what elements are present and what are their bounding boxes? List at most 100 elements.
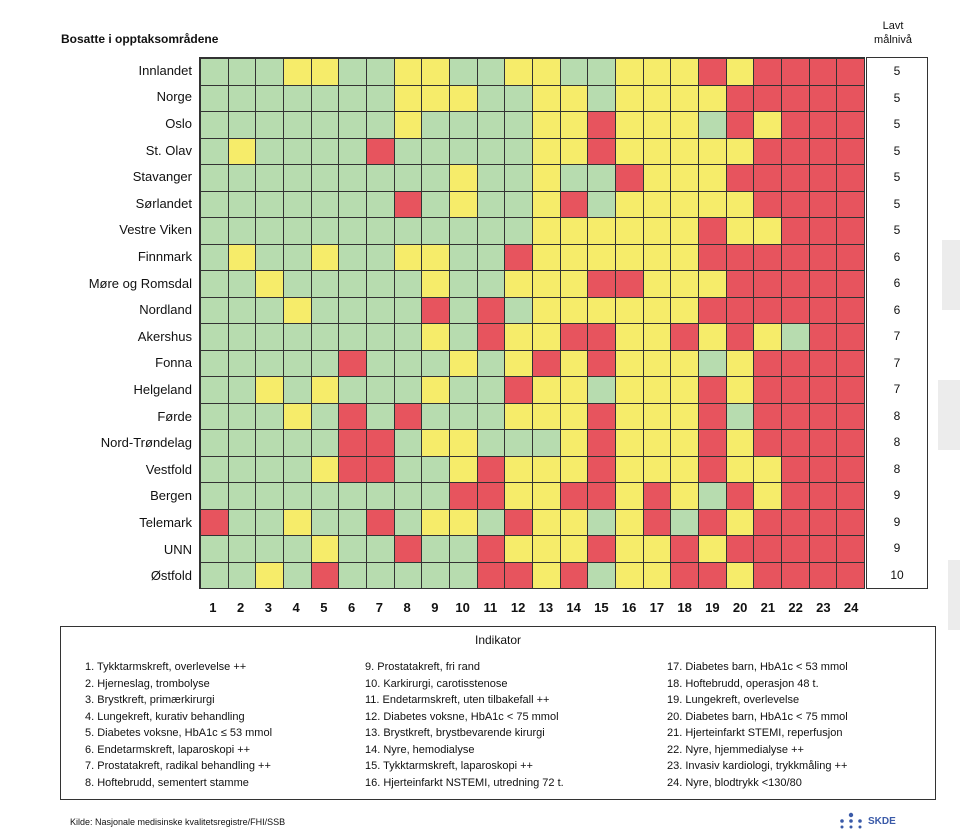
heatmap-cell [310,349,340,377]
heatmap-cell [753,84,782,112]
heatmap-cell [753,561,782,589]
heatmap-cell [200,137,229,165]
heatmap-cell [753,164,782,192]
heatmap-cell [365,58,395,86]
heatmap-cell [448,190,478,218]
heatmap-cell [476,243,506,271]
heatmap-cell [697,137,727,165]
heatmap-cell [421,58,450,86]
skde-logo: SKDE [838,812,896,830]
heatmap-cell [255,508,284,536]
heatmap-cell [504,190,533,218]
heatmap-cell [697,217,727,245]
heatmap-cell [504,376,533,404]
heatmap-cell [697,376,727,404]
heatmap-cell [531,243,561,271]
heatmap-cell [587,84,616,112]
heatmap-cell [725,164,755,192]
heatmap-cell [614,429,644,457]
heatmap-cell [531,349,561,377]
heatmap-cell [836,190,865,218]
heatmap-cell [448,376,478,404]
heatmap-cell [200,296,229,324]
heatmap-cell [200,508,229,536]
heatmap-cell [310,376,340,404]
heatmap-cell [227,164,257,192]
heatmap-cell [504,561,533,589]
heatmap-cell [200,455,229,483]
heatmap-cell [587,455,616,483]
heatmap-cell [476,296,506,324]
heatmap-cell [614,349,644,377]
heatmap-cell [587,482,616,510]
heatmap-cell [448,508,478,536]
heatmap-cell [780,217,810,245]
heatmap-cell [808,349,838,377]
heatmap-cell [836,243,865,271]
heatmap-cell [836,402,865,430]
heatmap-cell [836,111,865,139]
heatmap-cell [670,402,699,430]
heatmap-cell [642,164,672,192]
heatmap-cell [670,84,699,112]
heatmap-cell [531,111,561,139]
heatmap-cell [642,58,672,86]
heatmap-cell [559,323,589,351]
heatmap-cell [476,164,506,192]
heatmap-cell [255,190,284,218]
heatmap-cell [531,455,561,483]
heatmap-cell [310,111,340,139]
heatmap-cell [697,349,727,377]
heatmap-cell [365,190,395,218]
heatmap-cell [697,402,727,430]
heatmap-cell [670,376,699,404]
heatmap-cell [642,270,672,298]
heatmap-cell [808,190,838,218]
heatmap-cell [559,455,589,483]
heatmap-cell [448,482,478,510]
heatmap-cell [587,349,616,377]
row-label: St. Olav [145,142,192,158]
row-value: 5 [893,90,901,105]
heatmap-cell [697,270,727,298]
legend-item: 22. Nyre, hjemmedialyse ++ [667,743,804,756]
heatmap-cell [725,429,755,457]
heatmap-cell [200,111,229,139]
heatmap-cell [670,535,699,563]
heatmap-cell [808,376,838,404]
heatmap-cell [310,58,340,86]
heatmap-cell [504,535,533,563]
heatmap-cell [836,535,865,563]
heatmap-cell [448,137,478,165]
heatmap-cell [531,137,561,165]
heatmap-cell [531,482,561,510]
heatmap-cell [836,508,865,536]
heatmap-cell [282,243,312,271]
row-label: Telemark [139,514,192,530]
heatmap-cell [836,58,865,86]
heatmap-cell [421,482,450,510]
heatmap-cell [448,455,478,483]
skde-logo-text: SKDE [868,815,896,827]
heatmap-cell [393,58,423,86]
heatmap-cell [780,111,810,139]
heatmap-cell [697,323,727,351]
heatmap-cell [587,535,616,563]
heatmap-cell [808,482,838,510]
heatmap-cell [338,164,367,192]
heatmap-cell [697,164,727,192]
legend-item: 12. Diabetes voksne, HbA1c < 75 mmol [365,710,559,723]
heatmap-cell [365,243,395,271]
heatmap-cell [282,455,312,483]
heatmap-cell [338,376,367,404]
legend-item: 6. Endetarmskreft, laparoskopi ++ [85,743,251,756]
indicator-legend: Indikator 1. Tykktarmskreft, overlevelse… [60,626,936,800]
heatmap-cell [200,243,229,271]
row-labels: Innlandet Norge Oslo St. Olav Stavanger Sørla… [20,57,192,589]
heatmap-cell [393,84,423,112]
heatmap-cell [531,296,561,324]
heatmap-cell [227,217,257,245]
heatmap-cell [310,535,340,563]
legend-column: 17. Diabetes barn, HbA1c < 53 mmol 18. Ho… [667,659,848,791]
heatmap-cell [200,535,229,563]
